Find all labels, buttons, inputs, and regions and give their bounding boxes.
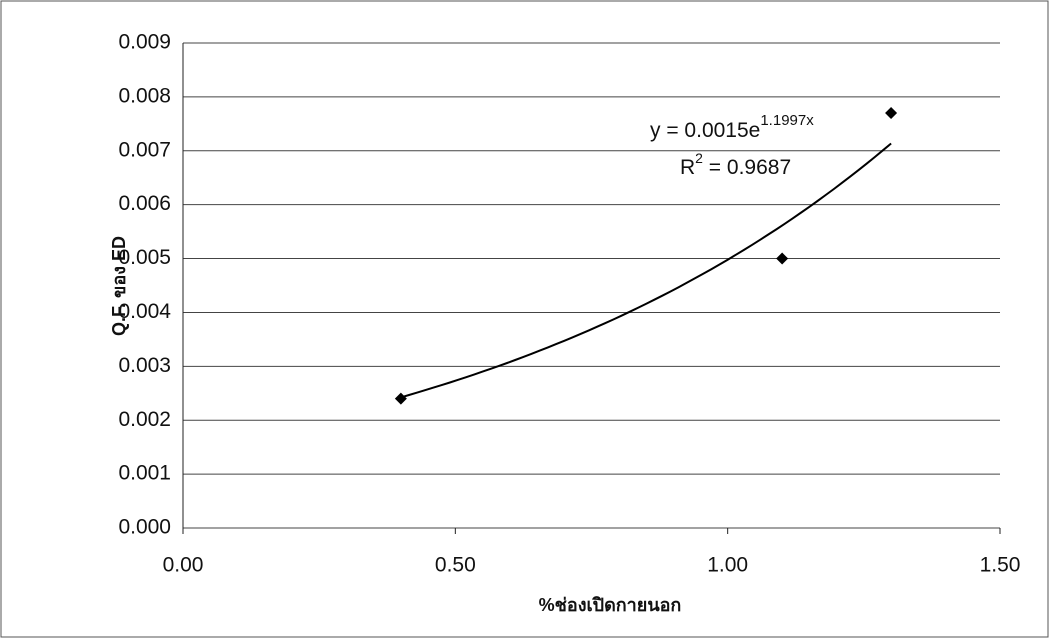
y-tick-label: 0.003 [118, 354, 171, 377]
equation-base: y = 0.0015e [650, 119, 760, 142]
trend-r2: R2 = 0.9687 [680, 150, 791, 179]
x-axis-label: %ช่องเปิดกายนอก [539, 595, 682, 615]
x-tick-label: 0.00 [163, 554, 204, 577]
y-tick-label: 0.008 [118, 84, 171, 107]
y-tick-label: 0.004 [118, 300, 171, 323]
y-tick-label: 0.007 [118, 138, 171, 161]
y-tick-label: 0.009 [118, 31, 171, 54]
r2-exponent: 2 [695, 150, 703, 166]
y-tick-label: 0.001 [118, 462, 171, 485]
x-tick-label: 0.50 [435, 554, 476, 577]
r2-rest: = 0.9687 [703, 156, 791, 179]
x-tick-label: 1.00 [707, 554, 748, 577]
y-tick-label: 0.006 [118, 192, 171, 215]
data-point [885, 107, 898, 120]
trendline [400, 142, 892, 399]
data-point [394, 392, 407, 405]
trend-equation: y = 0.0015e1.1997x [650, 112, 814, 142]
equation-exponent: 1.1997x [760, 112, 814, 129]
y-axis-label: Q.F. ของ ED [109, 236, 129, 336]
data-point [776, 252, 789, 265]
x-tick-label: 1.50 [980, 554, 1021, 577]
y-tick-label: 0.005 [118, 246, 171, 269]
y-tick-label: 0.002 [118, 408, 171, 431]
y-tick-label: 0.000 [118, 516, 171, 539]
r2-base: R [680, 156, 695, 179]
